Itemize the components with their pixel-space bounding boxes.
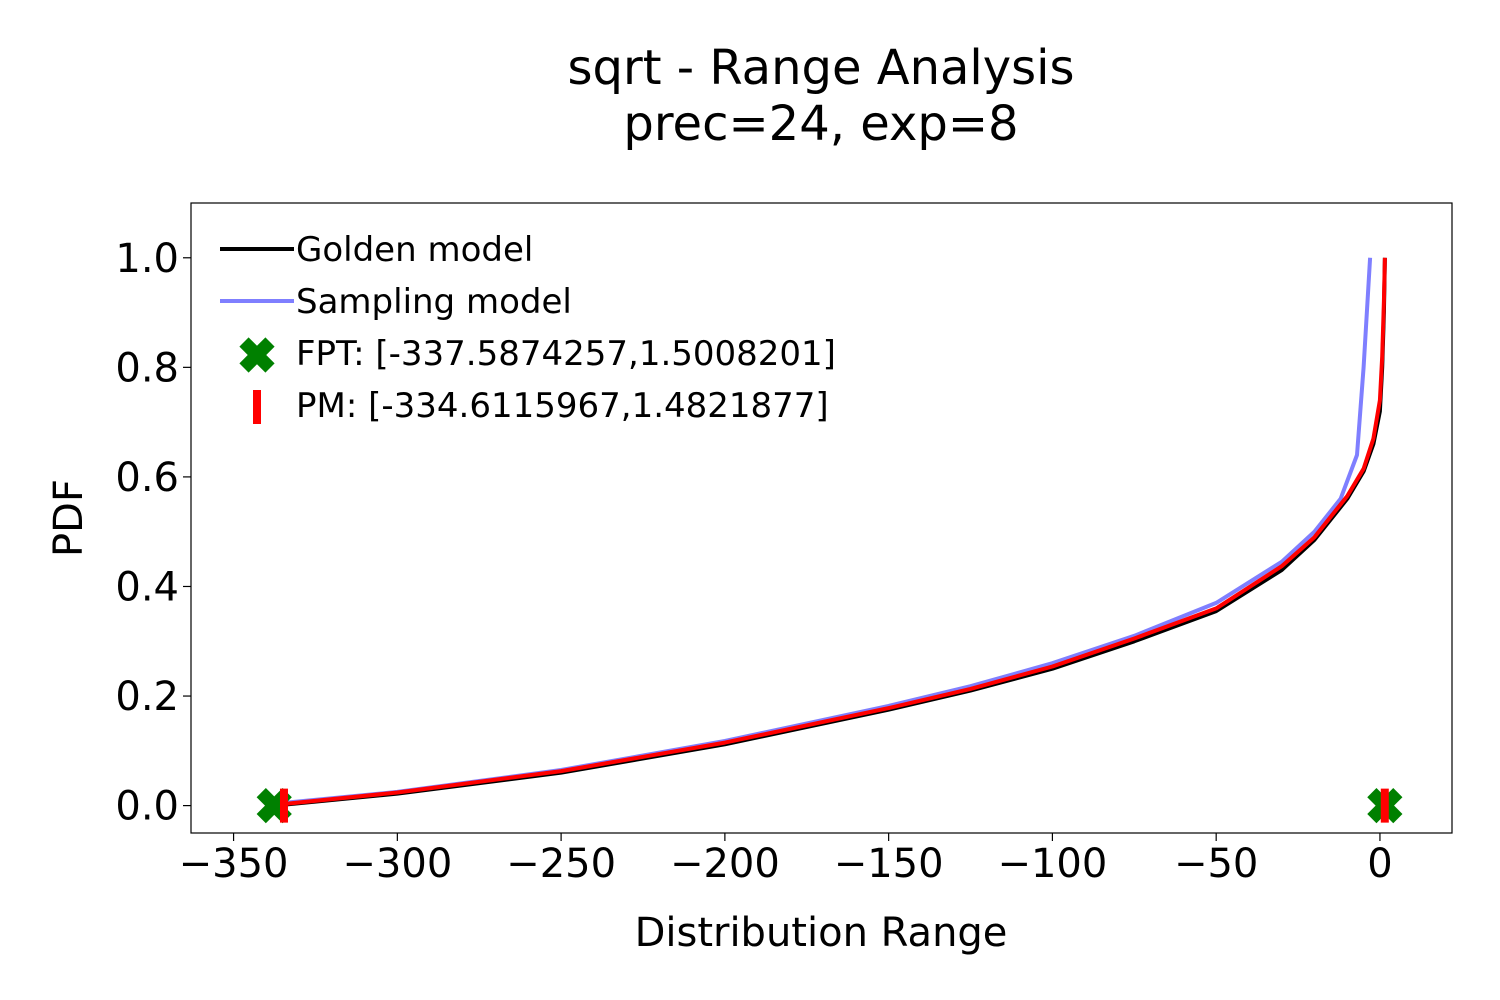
y-tick-label: 0.0 xyxy=(115,784,179,830)
y-tick-label: 0.8 xyxy=(115,345,179,391)
x-tick-label: −350 xyxy=(179,841,289,887)
legend-label: Sampling model xyxy=(296,282,572,322)
chart-title-line-1: sqrt - Range Analysis xyxy=(567,40,1074,96)
x-marker-stroke xyxy=(239,337,275,373)
x-tick-label: −300 xyxy=(342,841,452,887)
x-tick-label: −200 xyxy=(670,841,780,887)
y-tick-label: 1.0 xyxy=(115,236,179,282)
x-tick-label: −150 xyxy=(834,841,944,887)
x-axis-label: Distribution Range xyxy=(635,910,1008,956)
x-tick-label: −100 xyxy=(997,841,1107,887)
chart-title-line-2: prec=24, exp=8 xyxy=(623,96,1018,152)
x-tick-label: −250 xyxy=(506,841,616,887)
y-axis-ticks: 0.0 0.2 0.4 0.6 0.8 1.0 xyxy=(115,236,191,830)
legend-label: Golden model xyxy=(296,230,533,270)
y-tick-label: 0.2 xyxy=(115,674,179,720)
x-tick-label: −50 xyxy=(1174,841,1258,887)
y-tick-label: 0.4 xyxy=(115,564,179,610)
series-line-2 xyxy=(283,257,1387,806)
x-tick-label: 0 xyxy=(1367,841,1392,887)
plot-frame xyxy=(190,202,1453,834)
legend-swatch-fpt xyxy=(239,337,275,373)
plot-area xyxy=(256,257,1403,824)
y-axis-label: PDF xyxy=(46,479,92,557)
legend: Golden model Sampling model FPT: [-337.587… xyxy=(220,230,836,426)
legend-label: PM: [-334.6115967,1.4821877] xyxy=(296,386,829,426)
x-axis-ticks: −350 −300 −250 −200 −150 −100 −50 0 xyxy=(179,833,1393,887)
y-tick-label: 0.6 xyxy=(115,455,179,501)
legend-label: FPT: [-337.5874257,1.5008201] xyxy=(296,334,836,374)
